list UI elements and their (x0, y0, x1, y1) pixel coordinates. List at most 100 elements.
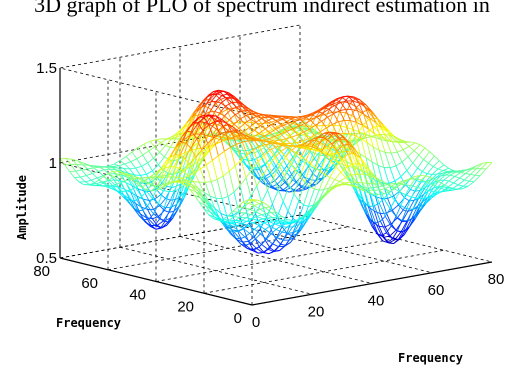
mesh-line (275, 146, 282, 152)
mesh-line (239, 177, 247, 186)
mesh-line (261, 202, 267, 218)
mesh-line (417, 194, 425, 207)
mesh-line (203, 191, 211, 197)
mesh-line (309, 139, 315, 145)
mesh-line (170, 181, 176, 184)
mesh-line (86, 175, 92, 181)
mesh-line (323, 187, 329, 191)
figure-caption: 3D graph of PLO of spectrum indirect est… (34, 0, 490, 17)
mesh-line (430, 173, 438, 181)
mesh-line (279, 166, 285, 177)
mesh-line (452, 184, 459, 189)
mesh-line (147, 209, 153, 220)
mesh-line (475, 174, 481, 177)
mesh-line (382, 124, 388, 133)
mesh-line (104, 179, 110, 184)
mesh-line (373, 211, 380, 227)
mesh-line (252, 146, 260, 151)
mesh-line (298, 125, 304, 133)
mesh-line (222, 125, 230, 133)
mesh-line (183, 135, 190, 141)
mesh-line (279, 156, 286, 167)
mesh-line (385, 152, 392, 154)
mesh-line (98, 176, 104, 181)
mesh-line (398, 231, 404, 240)
mesh-line (354, 135, 362, 140)
mesh-line (347, 95, 355, 98)
mesh-line (203, 111, 211, 126)
mesh-line (384, 188, 391, 192)
mesh-line (285, 149, 292, 158)
mesh-line (122, 170, 129, 174)
mesh-line (286, 165, 292, 175)
mesh-line (431, 177, 439, 182)
mesh-line (326, 155, 332, 162)
mesh-line (194, 168, 201, 173)
mesh-line (241, 109, 248, 112)
mesh-line (190, 147, 196, 158)
mesh-line (202, 124, 210, 131)
mesh-line (401, 208, 408, 221)
mesh-line (208, 124, 215, 139)
mesh-line (221, 136, 227, 139)
mesh-line (412, 207, 419, 210)
mesh-line (65, 158, 72, 165)
mesh-line (258, 113, 266, 119)
mesh-line (203, 149, 211, 157)
mesh-line (189, 188, 195, 196)
mesh-line (227, 211, 234, 217)
mesh-line (381, 139, 387, 142)
mesh-line (394, 199, 402, 206)
mesh-line (340, 125, 347, 128)
mesh-line (319, 155, 326, 170)
mesh-line (233, 211, 240, 218)
mesh-line (254, 155, 261, 161)
mesh-line (346, 150, 352, 153)
mesh-line (213, 218, 219, 221)
mesh-line (261, 244, 268, 250)
mesh-line (87, 167, 94, 170)
mesh-line (413, 150, 420, 156)
mesh-line (81, 168, 88, 171)
mesh-line (205, 181, 212, 183)
mesh-line (340, 166, 348, 173)
mesh-line (369, 205, 375, 207)
mesh-line (393, 135, 400, 140)
mesh-line (443, 184, 451, 189)
mesh-line (275, 165, 282, 175)
mesh-line (136, 196, 142, 201)
x-tick-label: 0 (252, 314, 260, 331)
mesh-line (234, 237, 242, 245)
mesh-line (168, 154, 176, 167)
mesh-line (217, 90, 224, 95)
mesh-line (231, 131, 238, 134)
x-tick-label: 60 (428, 282, 445, 299)
mesh-line (379, 136, 386, 153)
mesh-line (160, 185, 166, 189)
mesh-line (147, 183, 153, 186)
mesh-line (222, 175, 229, 197)
mesh-line (365, 157, 373, 163)
mesh-line (336, 144, 344, 152)
mesh-line (354, 135, 361, 154)
mesh-line (261, 179, 268, 187)
mesh-line (88, 184, 95, 187)
mesh-line (223, 151, 230, 172)
mesh-line (260, 163, 266, 168)
mesh-line (172, 167, 180, 178)
mesh-line (238, 228, 244, 232)
mesh-line (135, 165, 142, 169)
mesh-line (168, 199, 176, 213)
mesh-line (75, 170, 81, 178)
mesh-line (461, 185, 469, 190)
mesh-line (232, 139, 239, 142)
mesh-line (453, 182, 459, 186)
mesh-line (207, 93, 213, 98)
mesh-line (407, 156, 414, 164)
mesh-line (291, 134, 298, 138)
mesh-line (250, 211, 256, 215)
mesh-line (413, 144, 421, 152)
mesh-line (92, 170, 99, 174)
mesh-line (98, 170, 104, 176)
mesh-line (203, 117, 210, 125)
